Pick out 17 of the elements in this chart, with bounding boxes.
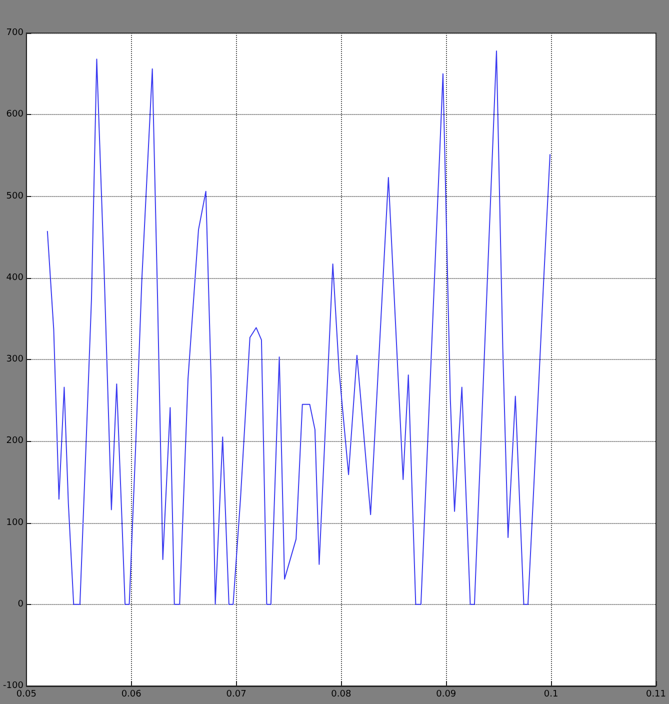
y-tick-label: 600 bbox=[6, 110, 24, 120]
y-tick-label: 500 bbox=[6, 191, 24, 202]
x-tick-label: 0.06 bbox=[121, 690, 142, 700]
x-tick-label: 0.11 bbox=[646, 690, 666, 700]
y-tick-label: 400 bbox=[6, 272, 24, 283]
y-tick-label: 100 bbox=[6, 518, 24, 528]
y-tick-label: 700 bbox=[6, 28, 24, 38]
y-tick-label: 0 bbox=[18, 599, 24, 610]
x-tick-label: 0.05 bbox=[16, 690, 36, 700]
x-tick-label: 0.08 bbox=[331, 690, 352, 700]
y-tick-label: 300 bbox=[6, 354, 24, 364]
x-tick-label: 0.07 bbox=[226, 690, 246, 700]
y-tick-label: 200 bbox=[6, 436, 24, 446]
line-series bbox=[46, 50, 551, 605]
x-tick-label: 0.1 bbox=[544, 690, 558, 700]
y-tick-label: -100 bbox=[2, 681, 24, 691]
x-tick-label: 0.09 bbox=[436, 690, 456, 700]
